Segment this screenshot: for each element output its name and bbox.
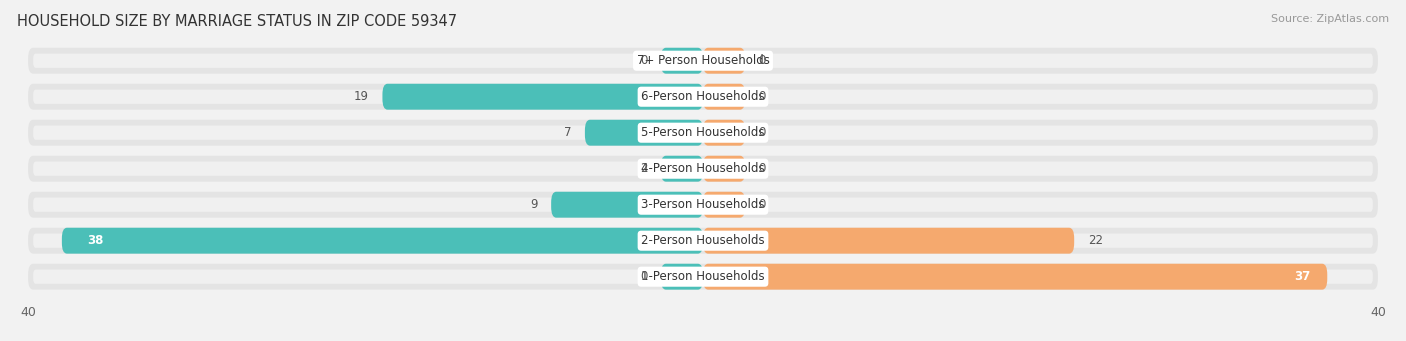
- FancyBboxPatch shape: [703, 48, 745, 74]
- Text: 0: 0: [640, 54, 647, 67]
- FancyBboxPatch shape: [28, 192, 1378, 218]
- FancyBboxPatch shape: [661, 48, 703, 74]
- Text: 6-Person Households: 6-Person Households: [641, 90, 765, 103]
- Text: 0: 0: [759, 198, 766, 211]
- FancyBboxPatch shape: [34, 125, 1372, 140]
- Text: 0: 0: [759, 126, 766, 139]
- FancyBboxPatch shape: [34, 197, 1372, 212]
- FancyBboxPatch shape: [661, 156, 703, 182]
- FancyBboxPatch shape: [28, 156, 1378, 182]
- Text: 22: 22: [1088, 234, 1102, 247]
- FancyBboxPatch shape: [703, 264, 1327, 290]
- FancyBboxPatch shape: [62, 228, 703, 254]
- Text: 1-Person Households: 1-Person Households: [641, 270, 765, 283]
- FancyBboxPatch shape: [28, 228, 1378, 254]
- FancyBboxPatch shape: [382, 84, 703, 110]
- FancyBboxPatch shape: [703, 120, 745, 146]
- FancyBboxPatch shape: [34, 269, 1372, 284]
- Text: 4-Person Households: 4-Person Households: [641, 162, 765, 175]
- FancyBboxPatch shape: [703, 228, 1074, 254]
- FancyBboxPatch shape: [585, 120, 703, 146]
- FancyBboxPatch shape: [34, 234, 1372, 248]
- FancyBboxPatch shape: [28, 84, 1378, 110]
- FancyBboxPatch shape: [703, 84, 745, 110]
- FancyBboxPatch shape: [703, 192, 745, 218]
- FancyBboxPatch shape: [703, 156, 745, 182]
- Text: 7+ Person Households: 7+ Person Households: [637, 54, 769, 67]
- FancyBboxPatch shape: [34, 54, 1372, 68]
- FancyBboxPatch shape: [551, 192, 703, 218]
- Text: 0: 0: [759, 162, 766, 175]
- FancyBboxPatch shape: [28, 264, 1378, 290]
- Text: 37: 37: [1294, 270, 1310, 283]
- Text: 9: 9: [530, 198, 537, 211]
- Text: 2-Person Households: 2-Person Households: [641, 234, 765, 247]
- Text: 3-Person Households: 3-Person Households: [641, 198, 765, 211]
- Text: 5-Person Households: 5-Person Households: [641, 126, 765, 139]
- Text: 2: 2: [640, 162, 647, 175]
- FancyBboxPatch shape: [661, 264, 703, 290]
- Text: 0: 0: [759, 54, 766, 67]
- FancyBboxPatch shape: [28, 120, 1378, 146]
- Text: 0: 0: [640, 270, 647, 283]
- Text: 38: 38: [87, 234, 104, 247]
- FancyBboxPatch shape: [28, 48, 1378, 74]
- Text: 7: 7: [564, 126, 571, 139]
- Text: HOUSEHOLD SIZE BY MARRIAGE STATUS IN ZIP CODE 59347: HOUSEHOLD SIZE BY MARRIAGE STATUS IN ZIP…: [17, 14, 457, 29]
- FancyBboxPatch shape: [34, 90, 1372, 104]
- Text: 19: 19: [354, 90, 368, 103]
- Text: Source: ZipAtlas.com: Source: ZipAtlas.com: [1271, 14, 1389, 24]
- FancyBboxPatch shape: [34, 162, 1372, 176]
- Text: 0: 0: [759, 90, 766, 103]
